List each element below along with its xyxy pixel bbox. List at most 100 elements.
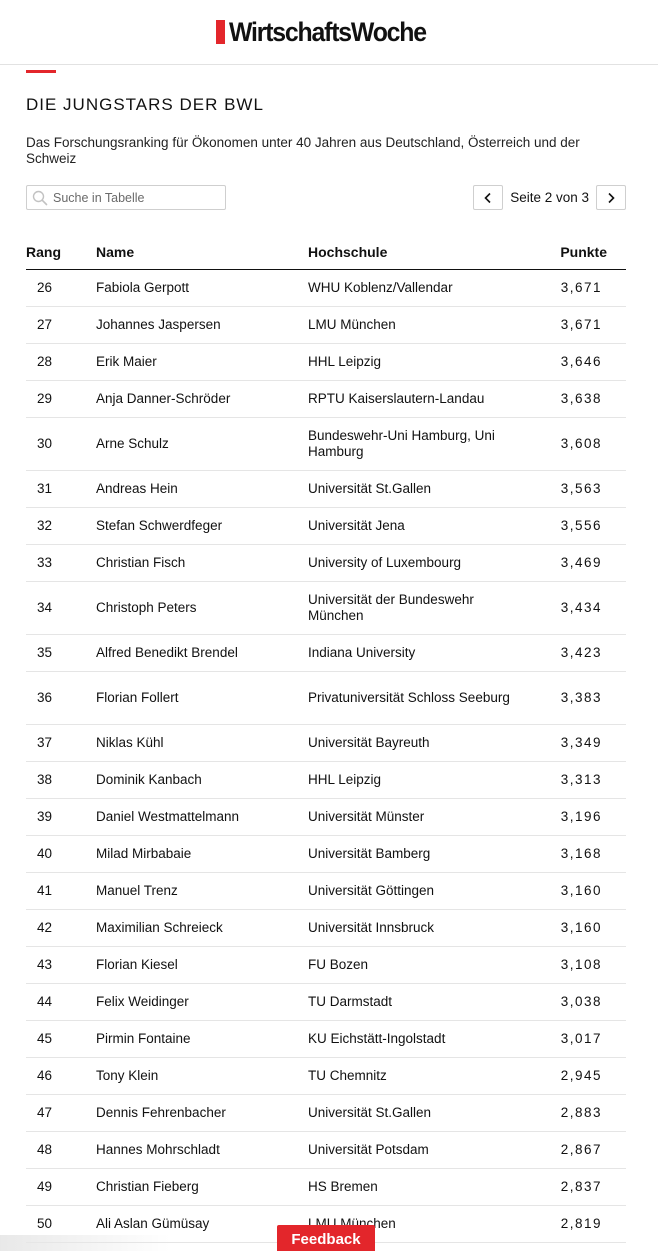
cell-punkte: 2,945: [536, 1057, 626, 1095]
cell-hochschule: Universität Bayreuth: [308, 724, 536, 762]
feedback-button[interactable]: Feedback: [277, 1225, 375, 1251]
chevron-right-icon: [608, 192, 615, 203]
cell-rang: 45: [26, 1020, 96, 1058]
column-header-name[interactable]: Name: [96, 235, 308, 270]
cell-name: Hannes Mohrschladt: [96, 1131, 308, 1169]
search-icon: [27, 186, 53, 209]
table-row: 29 Anja Danner-Schröder RPTU Kaiserslauter…: [26, 380, 626, 418]
search-box[interactable]: [26, 185, 226, 210]
table-row: 26 Fabiola Gerpott WHU Koblenz/Vallendar 3,…: [26, 269, 626, 307]
cell-punkte: 3,423: [536, 634, 626, 672]
cell-name: Niklas Kühl: [96, 724, 308, 762]
table-row: 48 Hannes Mohrschladt Universität Potsdam 2…: [26, 1131, 626, 1169]
cell-rang: 29: [26, 380, 96, 418]
cell-hochschule: Universität Bamberg: [308, 835, 536, 873]
cell-punkte: 3,671: [536, 269, 626, 307]
cell-rang: 42: [26, 909, 96, 947]
cell-rang: 35: [26, 634, 96, 672]
prev-page-button[interactable]: [473, 185, 504, 210]
article-content: DIE JUNGSTARS DER BWL Das Forschungsrank…: [26, 65, 626, 1243]
table-row: 30 Arne Schulz Bundeswehr-Uni Hamburg, Uni…: [26, 417, 626, 471]
cell-hochschule: HHL Leipzig: [308, 761, 536, 799]
ranking-table: Rang Name Hochschule Punkte 26 Fabiola Ge…: [26, 235, 626, 1243]
search-input[interactable]: [53, 190, 221, 205]
cell-hochschule: Bundeswehr-Uni Hamburg, Uni Hamburg: [308, 417, 536, 471]
cell-hochschule: WHU Koblenz/Vallendar: [308, 269, 536, 307]
table-row: 46 Tony Klein TU Chemnitz 2,945: [26, 1057, 626, 1095]
table-row: 35 Alfred Benedikt Brendel Indiana Univers…: [26, 634, 626, 672]
table-row: 33 Christian Fisch University of Luxembour…: [26, 544, 626, 582]
table-row: 42 Maximilian Schreieck Universität Innsbr…: [26, 909, 626, 947]
cell-name: Florian Follert: [96, 671, 308, 725]
logo-mark: [215, 20, 225, 44]
cell-punkte: 3,349: [536, 724, 626, 762]
cell-rang: 46: [26, 1057, 96, 1095]
cell-rang: 49: [26, 1168, 96, 1206]
cell-rang: 33: [26, 544, 96, 582]
table-row: 43 Florian Kiesel FU Bozen 3,108: [26, 946, 626, 984]
cell-punkte: 3,168: [536, 835, 626, 873]
table-row: 41 Manuel Trenz Universität Göttingen 3,160: [26, 872, 626, 910]
cell-name: Christoph Peters: [96, 581, 308, 635]
table-header-row: Rang Name Hochschule Punkte: [26, 235, 626, 270]
cell-rang: 32: [26, 507, 96, 545]
cell-name: Johannes Jaspersen: [96, 306, 308, 344]
page-indicator: Seite 2 von 3: [510, 190, 589, 205]
table-row: 37 Niklas Kühl Universität Bayreuth 3,349: [26, 724, 626, 762]
table-row: 44 Felix Weidinger TU Darmstadt 3,038: [26, 983, 626, 1021]
cell-punkte: 3,563: [536, 470, 626, 508]
cell-name: Daniel Westmattelmann: [96, 798, 308, 836]
cell-rang: 27: [26, 306, 96, 344]
column-header-hochschule[interactable]: Hochschule: [308, 235, 536, 270]
cell-hochschule: University of Luxembourg: [308, 544, 536, 582]
cell-name: Anja Danner-Schröder: [96, 380, 308, 418]
cell-rang: 30: [26, 417, 96, 471]
cell-punkte: 3,017: [536, 1020, 626, 1058]
column-header-rang[interactable]: Rang: [26, 235, 96, 270]
cell-hochschule: TU Chemnitz: [308, 1057, 536, 1095]
cell-punkte: 2,867: [536, 1131, 626, 1169]
cell-punkte: 2,883: [536, 1094, 626, 1132]
column-header-punkte[interactable]: Punkte: [536, 235, 626, 270]
cell-name: Andreas Hein: [96, 470, 308, 508]
cell-name: Dominik Kanbach: [96, 761, 308, 799]
cell-hochschule: Universität St.Gallen: [308, 470, 536, 508]
cell-hochschule: HS Bremen: [308, 1168, 536, 1206]
table-row: 49 Christian Fieberg HS Bremen 2,837: [26, 1168, 626, 1206]
article-title: DIE JUNGSTARS DER BWL: [26, 95, 264, 114]
table-row: 32 Stefan Schwerdfeger Universität Jena 3,5…: [26, 507, 626, 545]
cell-name: Christian Fieberg: [96, 1168, 308, 1206]
cell-name: Maximilian Schreieck: [96, 909, 308, 947]
cell-hochschule: Indiana University: [308, 634, 536, 672]
cell-punkte: 3,160: [536, 872, 626, 910]
site-header: WirtschaftsWoche: [0, 0, 658, 65]
table-row: 28 Erik Maier HHL Leipzig 3,646: [26, 343, 626, 381]
next-page-button[interactable]: [596, 185, 626, 210]
cell-hochschule: FU Bozen: [308, 946, 536, 984]
cell-name: Milad Mirbabaie: [96, 835, 308, 873]
cell-rang: 43: [26, 946, 96, 984]
table-row: 39 Daniel Westmattelmann Universität Münst…: [26, 798, 626, 836]
cell-rang: 28: [26, 343, 96, 381]
cell-name: Pirmin Fontaine: [96, 1020, 308, 1058]
cell-rang: 36: [26, 671, 96, 725]
cell-punkte: 3,608: [536, 417, 626, 471]
cell-hochschule: HHL Leipzig: [308, 343, 536, 381]
cell-name: Alfred Benedikt Brendel: [96, 634, 308, 672]
table-row: 47 Dennis Fehrenbacher Universität St.Gall…: [26, 1094, 626, 1132]
site-logo[interactable]: WirtschaftsWoche: [215, 17, 443, 48]
cell-hochschule: Privatuniversität Schloss Seeburg: [308, 671, 536, 725]
cell-hochschule: Universität St.Gallen: [308, 1094, 536, 1132]
cell-hochschule: Universität Potsdam: [308, 1131, 536, 1169]
cell-rang: 31: [26, 470, 96, 508]
article-subtitle: Das Forschungsranking für Ökonomen unter…: [26, 135, 580, 166]
cell-rang: 40: [26, 835, 96, 873]
cell-name: Arne Schulz: [96, 417, 308, 471]
cell-punkte: 3,383: [536, 671, 626, 725]
table-controls: Seite 2 von 3: [26, 185, 626, 210]
cell-rang: 39: [26, 798, 96, 836]
cell-rang: 38: [26, 761, 96, 799]
cell-punkte: 3,108: [536, 946, 626, 984]
cell-hochschule: Universität Göttingen: [308, 872, 536, 910]
cell-name: Stefan Schwerdfeger: [96, 507, 308, 545]
